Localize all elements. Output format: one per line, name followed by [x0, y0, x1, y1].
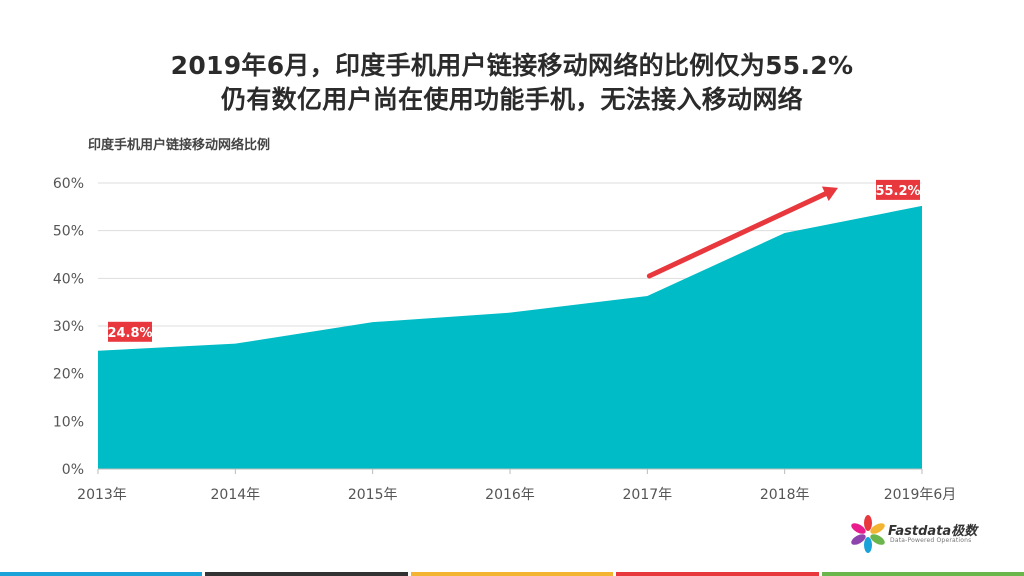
y-tick-label: 20% [53, 367, 84, 383]
page-title-line1: 2019年6月，印度手机用户链接移动网络的比例仅为55.2% [170, 51, 854, 80]
y-tick-label: 10% [53, 414, 84, 430]
x-tick-label: 2016年 [485, 487, 535, 503]
bottom-bar-segment [0, 572, 203, 576]
bottom-bar-segment [821, 572, 1024, 576]
y-tick-label: 50% [53, 224, 84, 240]
data-label: 24.8% [107, 326, 152, 341]
y-tick-label: 40% [53, 271, 84, 287]
page-title-line2: 仍有数亿用户尚在使用功能手机，无法接入移动网络 [221, 85, 803, 114]
chart-title: 印度手机用户链接移动网络比例 [88, 138, 271, 153]
bottom-bar-segment [205, 572, 408, 576]
x-tick-label: 2015年 [348, 487, 398, 503]
y-tick-label: 0% [62, 462, 84, 478]
data-label-box [876, 179, 920, 200]
fastdata-logo-icon [851, 515, 885, 553]
y-tick-label: 30% [53, 319, 84, 335]
y-tick-label: 60% [53, 176, 84, 192]
bottom-bar-segment [616, 572, 819, 576]
x-tick-label: 2017年 [623, 487, 673, 503]
x-tick-label: 2019年6月 [884, 487, 957, 503]
data-label-box [108, 321, 152, 342]
bottom-color-bar [0, 572, 1024, 576]
logo-tagline: Data-Powered Operations [890, 537, 972, 544]
trend-arrow-line [646, 191, 828, 279]
data-label: 55.2% [875, 184, 920, 199]
trend-arrow-head [821, 186, 838, 202]
bottom-bar-segment [410, 572, 614, 576]
x-tick-label: 2018年 [760, 487, 810, 503]
x-tick-label: 2013年 [77, 487, 127, 503]
area-series [98, 205, 922, 469]
x-tick-label: 2014年 [211, 487, 261, 503]
logo-text: Fastdata极数 [888, 524, 978, 539]
